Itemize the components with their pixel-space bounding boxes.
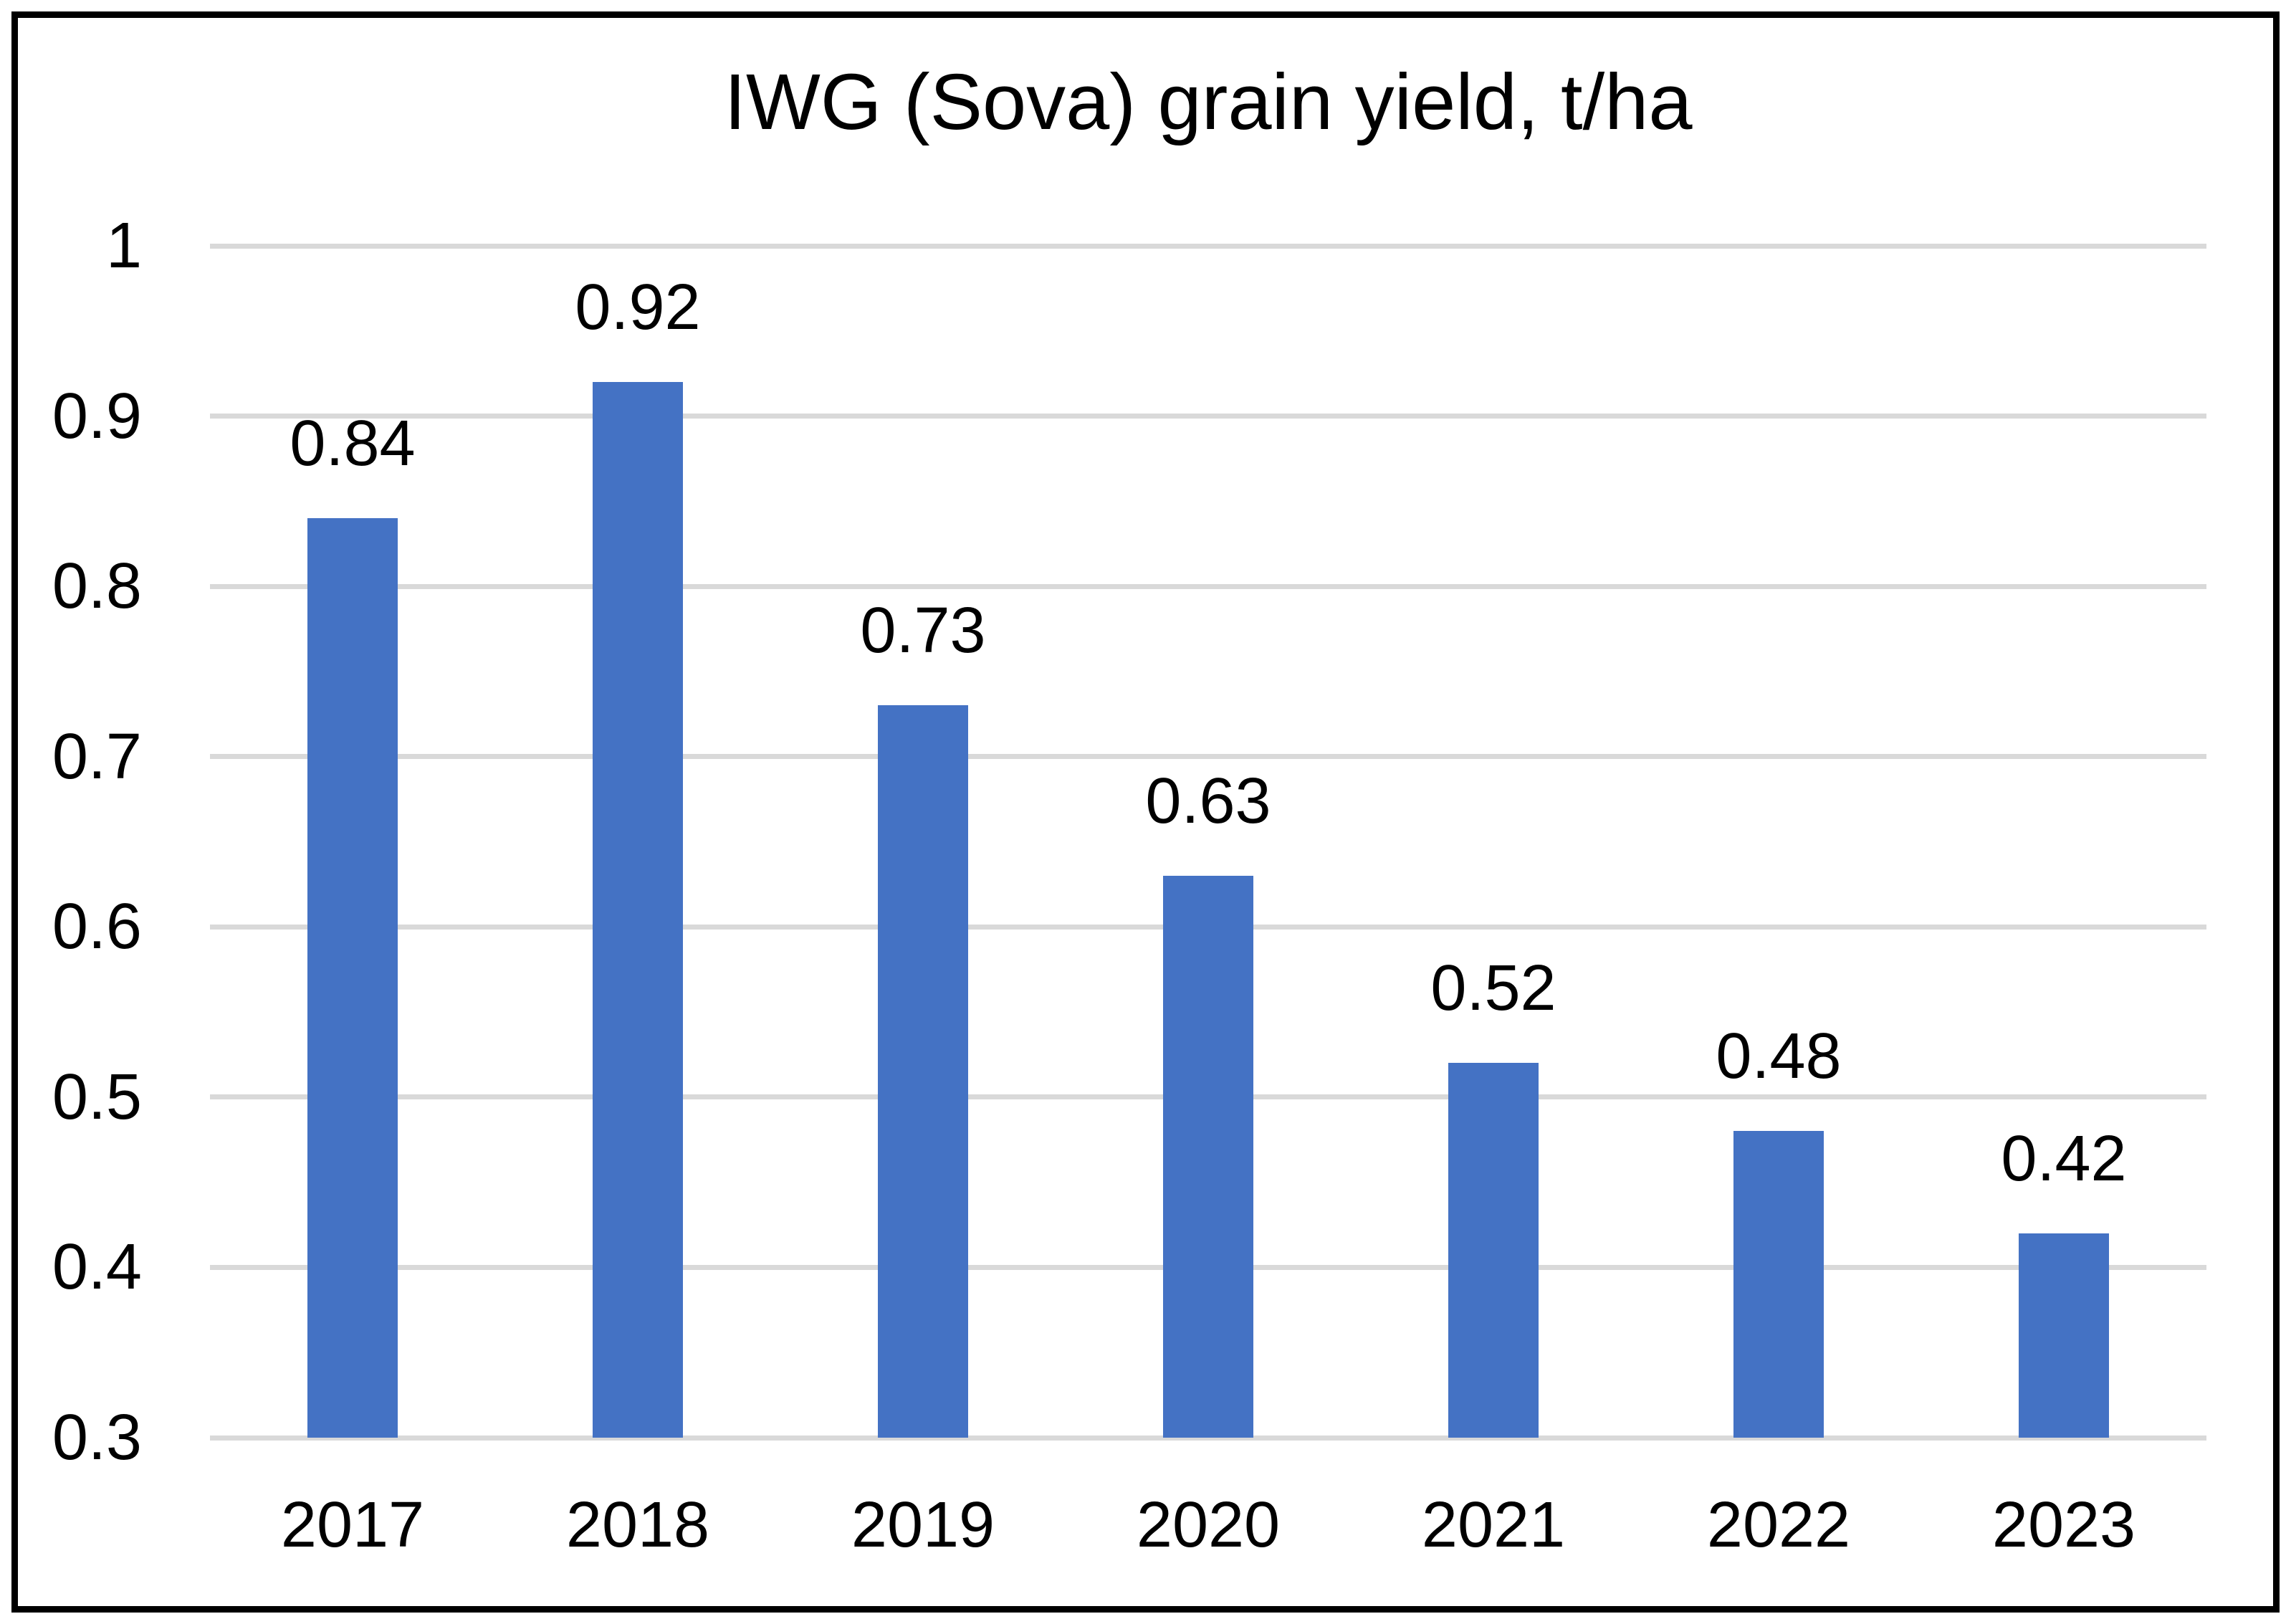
chart-border-frame	[11, 11, 2280, 1613]
x-axis-tick-label: 2022	[1706, 1489, 1851, 1561]
y-axis-tick-label: 0.4	[52, 1231, 142, 1304]
y-gridline	[210, 754, 2206, 760]
bar	[2019, 1233, 2109, 1438]
y-axis-tick-label: 0.9	[52, 380, 142, 452]
x-axis-tick-label: 2018	[565, 1489, 710, 1561]
bar	[878, 705, 968, 1438]
y-gridline	[210, 1435, 2206, 1441]
chart-title: IWG (Sova) grain yield, t/ha	[724, 58, 1693, 146]
y-axis-tick-label: 0.7	[52, 720, 142, 793]
bar	[307, 518, 398, 1438]
y-gridline	[210, 243, 2206, 249]
y-axis-tick-label: 0.8	[52, 550, 142, 623]
bar-value-label: 0.52	[1430, 952, 1556, 1025]
bar	[1448, 1063, 1539, 1438]
y-axis-tick-label: 0.3	[52, 1402, 142, 1473]
bar-value-label: 0.92	[575, 272, 701, 344]
y-axis-tick-label: 0.5	[52, 1061, 142, 1133]
bar	[1163, 876, 1253, 1438]
y-gridline	[210, 583, 2206, 589]
y-axis-tick-label: 1	[105, 210, 142, 282]
bar-value-label: 0.84	[290, 408, 416, 480]
bar-value-label: 0.63	[1145, 765, 1271, 837]
x-axis-tick-label: 2020	[1136, 1489, 1281, 1561]
bar	[1733, 1131, 1824, 1438]
x-axis-tick-label: 2019	[851, 1489, 995, 1561]
y-gridline	[210, 414, 2206, 419]
x-axis-tick-label: 2023	[1991, 1489, 2136, 1561]
y-axis-tick-label: 0.6	[52, 891, 142, 963]
bar-value-label: 0.48	[1716, 1021, 1842, 1093]
bar	[593, 382, 683, 1438]
bar-value-label: 0.42	[2001, 1122, 2127, 1195]
x-axis-tick-label: 2017	[280, 1489, 425, 1561]
bar-value-label: 0.73	[860, 595, 986, 667]
x-axis-tick-label: 2021	[1421, 1489, 1566, 1561]
